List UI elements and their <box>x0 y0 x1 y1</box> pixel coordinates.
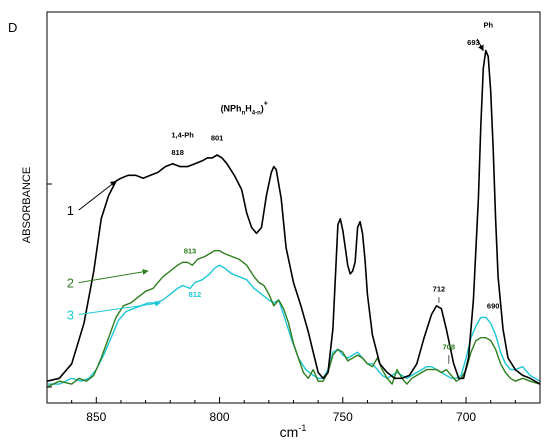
peak-annotation: 813 <box>184 247 197 256</box>
peak-annotation: 801 <box>211 134 224 143</box>
series-2-line <box>46 250 541 388</box>
series-1-line <box>46 49 541 385</box>
curve-label-3: 3 <box>67 308 74 323</box>
peak-annotation: (NPhnH4-n)+ <box>221 101 268 117</box>
curve-labels: 1 2 3 <box>67 180 161 323</box>
y-axis-label: ABSORBANCE <box>21 167 33 243</box>
x-tick-label: 700 <box>456 410 476 424</box>
panel-label: D <box>8 20 17 35</box>
peak-annotation: 693 <box>467 38 480 47</box>
curve-label-2-arrow <box>78 268 149 284</box>
peak-annotation: 1,4-Ph <box>171 131 194 140</box>
y-axis-ticks <box>47 183 52 388</box>
x-tick-label: 850 <box>86 410 106 424</box>
x-axis-label: cm-1 <box>280 423 307 440</box>
peak-annotation: 690 <box>487 302 500 311</box>
peak-annotation: Ph <box>483 20 493 29</box>
x-axis-ticks: 850 800 750 700 <box>46 397 541 424</box>
curve-label-2: 2 <box>67 276 74 291</box>
spectrum-curves <box>46 49 541 388</box>
x-tick-label: 800 <box>210 410 230 424</box>
peak-annotation: 812 <box>189 290 202 299</box>
peak-annotations: 1,4-Ph (NPhnH4-n)+ 818 801 813 812 712 708 690 69… <box>171 20 500 364</box>
x-tick-label: 750 <box>333 410 353 424</box>
peak-annotation: 708 <box>443 342 456 351</box>
curve-label-3-arrow <box>78 300 161 315</box>
curve-label-1: 1 <box>67 203 74 218</box>
peak-annotation: 818 <box>171 148 184 157</box>
peak-693-arrow <box>476 38 484 52</box>
curve-label-1-arrow <box>78 180 117 211</box>
peak-annotation: 712 <box>433 284 446 293</box>
